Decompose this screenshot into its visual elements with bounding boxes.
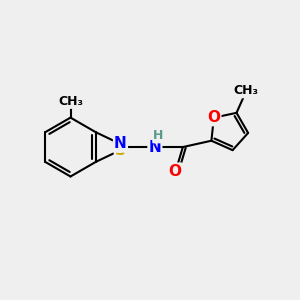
Text: N: N bbox=[114, 136, 127, 152]
Text: O: O bbox=[169, 164, 182, 179]
Text: CH₃: CH₃ bbox=[58, 95, 83, 108]
Text: O: O bbox=[207, 110, 220, 125]
Text: N: N bbox=[148, 140, 161, 154]
Text: CH₃: CH₃ bbox=[234, 84, 259, 97]
Text: S: S bbox=[115, 142, 126, 158]
Text: H: H bbox=[153, 129, 164, 142]
